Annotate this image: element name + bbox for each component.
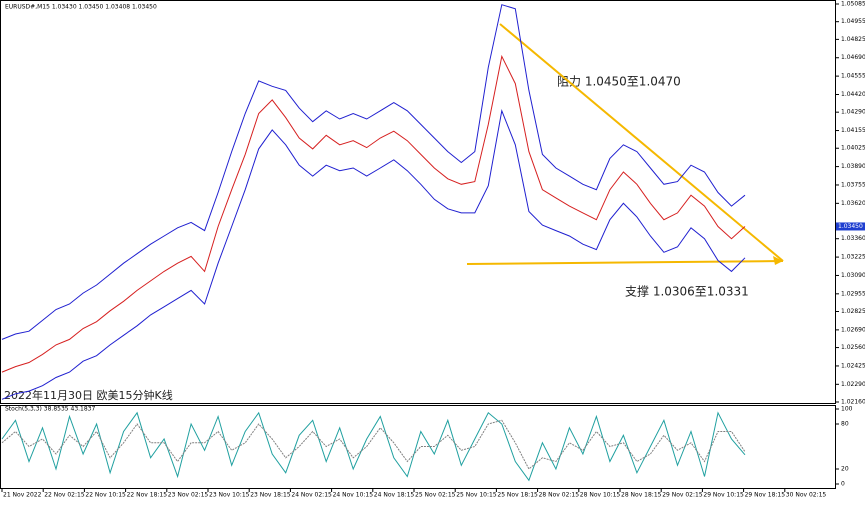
stoch-title: Stoch(5,3,3) 38.8535 43.1837 <box>5 406 96 413</box>
y-tick-label: 20 <box>841 466 849 473</box>
x-tick-label: 21 Nov 2022 <box>3 492 42 499</box>
main-frame <box>0 0 836 404</box>
x-tick-label: 29 Nov 02:15 <box>662 492 703 499</box>
y-tick-label: 1.04955 <box>841 18 865 25</box>
y-tick-label: 1.04025 <box>841 145 865 152</box>
x-tick-label: 25 Nov 10:15 <box>456 492 497 499</box>
x-tick-label: 24 Nov 10:15 <box>333 492 374 499</box>
series-line <box>1 411 746 482</box>
x-tick-label: 22 Nov 10:15 <box>85 492 126 499</box>
arrow-head <box>773 256 783 265</box>
y-tick-label: 1.05085 <box>841 1 865 8</box>
x-tick-label: 25 Nov 18:15 <box>497 492 538 499</box>
y-tick-label: 0 <box>841 481 845 488</box>
resistance-line <box>499 23 784 262</box>
y-tick-label: 1.04155 <box>841 127 865 134</box>
sub-frame <box>0 405 836 489</box>
x-tick-label: 24 Nov 02:15 <box>291 492 332 499</box>
y-tick-label: 1.02160 <box>841 399 865 406</box>
y-tick-label: 1.02290 <box>841 381 865 388</box>
x-tick-label: 24 Nov 18:15 <box>374 492 415 499</box>
series-line <box>1 54 746 373</box>
series-line <box>1 419 746 470</box>
chart-title: 2022年11月30日 欧美15分钟K线 <box>4 388 173 402</box>
x-tick-label: 28 Nov 10:15 <box>580 492 621 499</box>
y-tick-label: 1.03620 <box>841 200 865 207</box>
header: EURUSD#,M15 1.03430 1.03450 1.03408 1.03… <box>5 4 157 11</box>
y-tick-label: 100 <box>841 406 853 413</box>
y-tick-label: 1.03225 <box>841 254 865 261</box>
y-tick-label: 1.02560 <box>841 344 865 351</box>
x-tick-label: 28 Nov 02:15 <box>539 492 580 499</box>
x-tick-label: 29 Nov 10:15 <box>703 492 744 499</box>
y-tick-label: 1.02825 <box>841 308 865 315</box>
x-tick-label: 25 Nov 02:15 <box>415 492 456 499</box>
price-tag <box>836 222 865 231</box>
y-tick-label: 80 <box>841 421 849 428</box>
x-tick-label: 23 Nov 02:15 <box>168 492 209 499</box>
y-tick-label: 1.04420 <box>841 91 865 98</box>
y-tick-label: 1.03360 <box>841 235 865 242</box>
y-tick-label: 1.04825 <box>841 36 865 43</box>
support-line <box>466 260 784 265</box>
y-tick-label: 1.04690 <box>841 54 865 61</box>
y-tick-label: 1.02955 <box>841 290 865 297</box>
annotation: 支撑 1.0306至1.0331 <box>625 284 749 299</box>
y-tick-label: 1.03890 <box>841 163 865 170</box>
y-tick-label: 1.02690 <box>841 326 865 333</box>
x-tick-label: 28 Nov 18:15 <box>621 492 662 499</box>
y-tick-label: 1.03090 <box>841 272 865 279</box>
x-tick-label: 22 Nov 18:15 <box>127 492 168 499</box>
y-tick-label: 1.04290 <box>841 109 865 116</box>
y-tick-label: 1.02425 <box>841 362 865 369</box>
y-tick-label: 1.04555 <box>841 73 865 80</box>
x-tick-label: 23 Nov 18:15 <box>250 492 291 499</box>
annotation: 阻力 1.0450至1.0470 <box>557 75 681 89</box>
series-line <box>1 4 746 340</box>
x-tick-label: 29 Nov 18:15 <box>745 492 786 499</box>
x-tick-label: 22 Nov 02:15 <box>44 492 85 499</box>
x-tick-label: 30 Nov 02:15 <box>786 492 827 499</box>
price-tag-label: 1.03450 <box>838 223 863 230</box>
x-tick-label: 23 Nov 10:15 <box>209 492 250 499</box>
y-tick-label: 1.03755 <box>841 181 865 188</box>
series-line <box>1 108 746 400</box>
